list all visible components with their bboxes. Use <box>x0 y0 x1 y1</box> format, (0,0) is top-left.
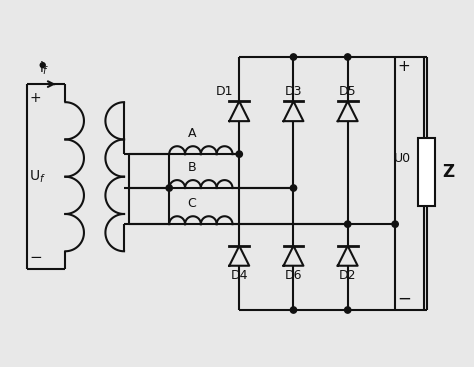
Circle shape <box>290 307 297 313</box>
Text: D1: D1 <box>216 85 234 98</box>
Circle shape <box>290 54 297 60</box>
Text: C: C <box>187 197 196 210</box>
Circle shape <box>345 307 351 313</box>
Text: i$_f$: i$_f$ <box>39 60 49 77</box>
Circle shape <box>290 185 297 191</box>
Circle shape <box>392 221 398 227</box>
Circle shape <box>345 221 351 227</box>
Text: +: + <box>397 59 410 74</box>
Text: D5: D5 <box>339 85 356 98</box>
Text: B: B <box>188 160 196 174</box>
Text: U$_f$: U$_f$ <box>29 168 46 185</box>
FancyBboxPatch shape <box>418 138 435 206</box>
Circle shape <box>345 54 351 60</box>
Circle shape <box>166 185 173 191</box>
Text: D6: D6 <box>285 269 302 282</box>
Circle shape <box>236 151 242 157</box>
Text: D4: D4 <box>230 269 248 282</box>
Text: +: + <box>29 91 41 105</box>
Text: U0: U0 <box>394 152 411 165</box>
Text: A: A <box>188 127 196 140</box>
Text: D2: D2 <box>339 269 356 282</box>
Text: D3: D3 <box>285 85 302 98</box>
Text: Z: Z <box>443 163 455 181</box>
Circle shape <box>40 63 45 68</box>
Text: −: − <box>397 290 411 308</box>
Text: −: − <box>29 250 42 265</box>
